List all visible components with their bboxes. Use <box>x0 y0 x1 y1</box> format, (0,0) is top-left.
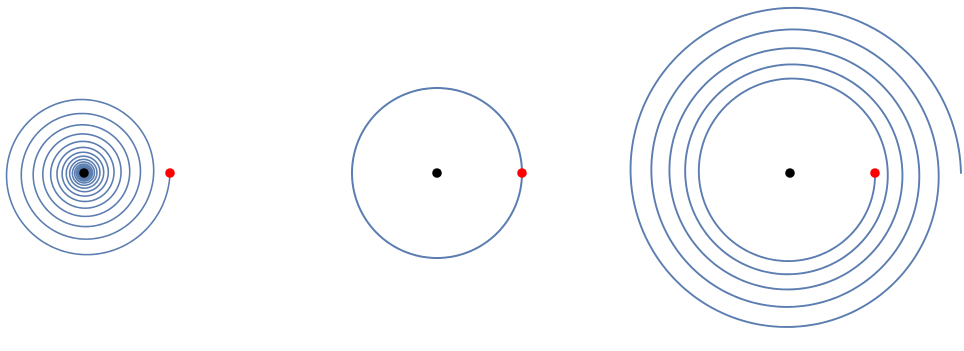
center-point <box>79 168 89 178</box>
start-point <box>165 168 175 178</box>
circle-orbit-panel <box>351 87 527 259</box>
start-point <box>870 168 880 178</box>
outward-spiral-panel <box>629 6 962 328</box>
inward-spiral-curve <box>5 98 171 256</box>
start-point <box>517 168 527 178</box>
center-point <box>432 168 442 178</box>
outward-spiral-curve <box>629 6 962 328</box>
circle-orbit-curve <box>351 87 523 259</box>
inward-spiral-panel <box>5 98 175 256</box>
center-point <box>785 168 795 178</box>
